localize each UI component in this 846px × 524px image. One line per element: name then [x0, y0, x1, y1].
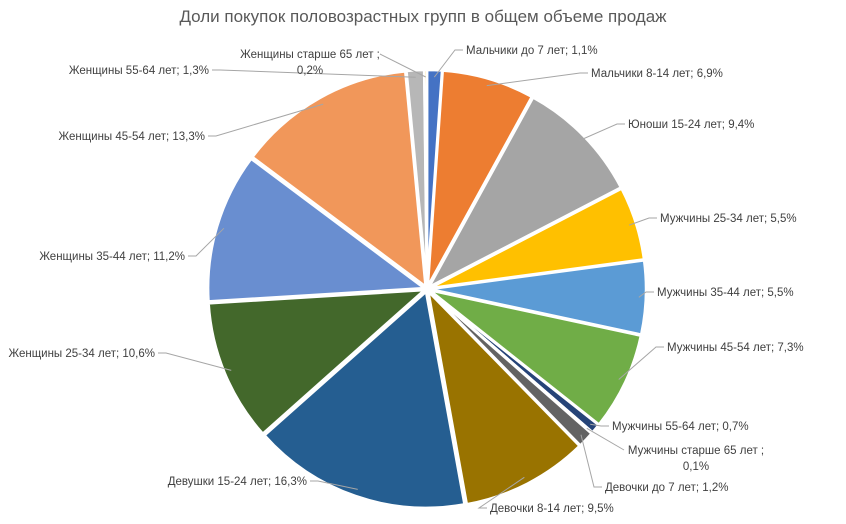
pie-slice	[250, 69, 428, 290]
pie-slice	[429, 258, 648, 337]
leader-line	[580, 434, 602, 488]
data-label: Мужчины 45-54 лет; 7,3%	[667, 342, 804, 354]
leader-line	[628, 217, 657, 226]
data-label: Мужчины 25-34 лет; 5,5%	[660, 213, 797, 225]
pie-slice	[262, 289, 466, 510]
leader-line	[578, 123, 625, 142]
leader-line	[586, 427, 625, 451]
data-label: Мальчики до 7 лет; 1,1%	[466, 45, 598, 57]
pie-slice	[426, 69, 534, 287]
pie-slice	[428, 289, 643, 427]
data-label: Женщины старше 65 лет ; 0,2%	[240, 49, 380, 77]
data-label: Девочки до 7 лет; 1,2%	[605, 482, 728, 494]
data-label: Мужчины старше 65 лет ; 0,1%	[628, 445, 764, 473]
data-label: Женщины 45-54 лет; 13,3%	[58, 131, 205, 143]
data-label: Девушки 15-24 лет; 16,3%	[168, 476, 307, 488]
leader-line	[590, 423, 609, 427]
chart-title: Доли покупок половозрастных групп в обще…	[179, 7, 667, 26]
data-label: Женщины 35-44 лет; 11,2%	[39, 251, 185, 263]
leader-line	[477, 476, 525, 509]
data-label: Юноши 15-24 лет; 9,4%	[628, 119, 754, 131]
data-label: Женщины 55-64 лет; 1,3%	[69, 65, 209, 77]
data-label: Мужчины 35-44 лет; 5,5%	[657, 287, 794, 299]
leader-line	[208, 103, 324, 137]
data-label: Девочки 8-14 лет; 9,5%	[490, 503, 614, 515]
pie-slice	[207, 288, 428, 436]
leader-line	[638, 291, 654, 298]
pie-slice	[426, 287, 582, 506]
leader-line	[618, 346, 664, 380]
leader-line	[158, 352, 232, 371]
pie-slice	[426, 95, 623, 290]
leader-line	[486, 72, 588, 87]
data-label: Мальчики 8-14 лет; 6,9%	[591, 68, 723, 80]
leader-line	[212, 69, 416, 78]
data-label: Мужчины 55-64 лет; 0,7%	[612, 421, 749, 433]
pie-slice	[206, 157, 428, 303]
pie-slice	[423, 68, 429, 287]
leader-line	[433, 49, 463, 78]
leader-line	[310, 480, 358, 490]
leader-line	[379, 53, 426, 78]
data-label: Женщины 25-34 лет; 10,6%	[8, 348, 155, 360]
leader-line	[188, 227, 225, 257]
